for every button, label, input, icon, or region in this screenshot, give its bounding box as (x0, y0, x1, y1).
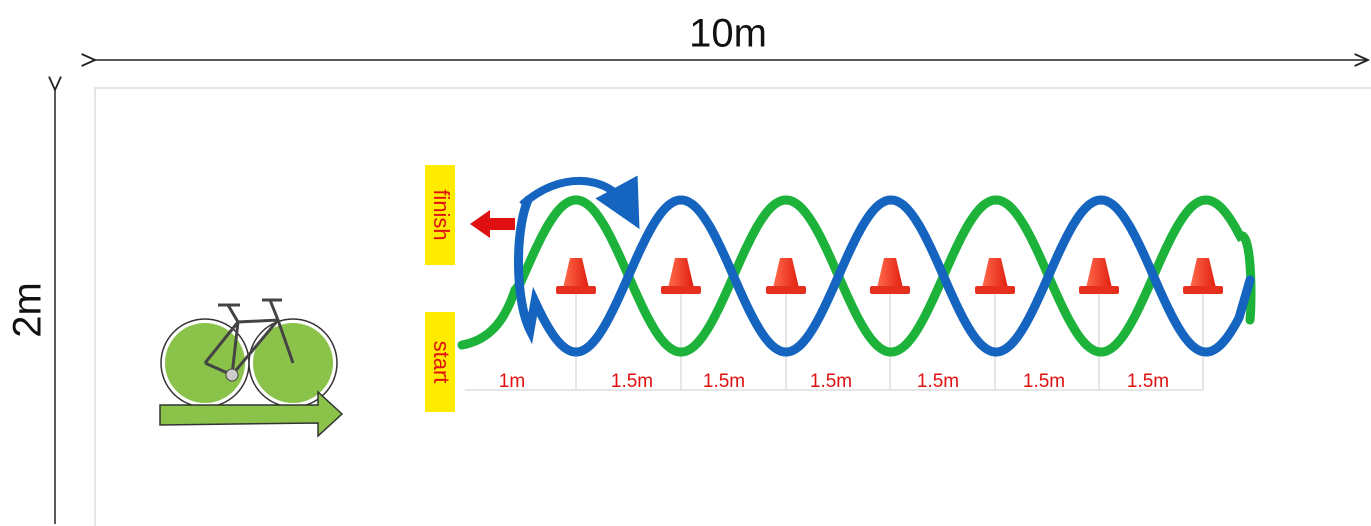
cone-base (556, 286, 596, 294)
direction-arrow (159, 390, 344, 438)
cone (668, 258, 694, 288)
green-path (457, 195, 1256, 357)
cone (1086, 258, 1112, 288)
cone-base (1079, 286, 1119, 294)
field (94, 87, 1371, 526)
width-label: 10m (689, 12, 767, 56)
blue-path (514, 195, 1255, 357)
finish-box (425, 165, 455, 265)
cone-base (1183, 286, 1223, 294)
finish-label: finish (429, 189, 454, 240)
bicycle (160, 298, 338, 408)
cone (982, 258, 1008, 288)
turn-arrow (519, 175, 640, 230)
cone-base (975, 286, 1015, 294)
segment-label: 1.5m (611, 371, 653, 392)
segment-label: 1.5m (1023, 371, 1065, 392)
cone (1190, 258, 1216, 288)
cone (773, 258, 799, 288)
exit-arrow (470, 210, 515, 238)
segment-label: 1.5m (703, 371, 745, 392)
cone-base (661, 286, 701, 294)
cone (563, 258, 589, 288)
start-label: start (429, 341, 454, 384)
segment-label: 1.5m (810, 371, 852, 392)
cone (877, 258, 903, 288)
start-box (425, 312, 455, 412)
cone-base (766, 286, 806, 294)
segment-label: 1.5m (917, 371, 959, 392)
height-label: 2m (6, 282, 50, 338)
cone-base (870, 286, 910, 294)
segment-label: 1.5m (1127, 371, 1169, 392)
segment-label: 1m (499, 371, 525, 392)
